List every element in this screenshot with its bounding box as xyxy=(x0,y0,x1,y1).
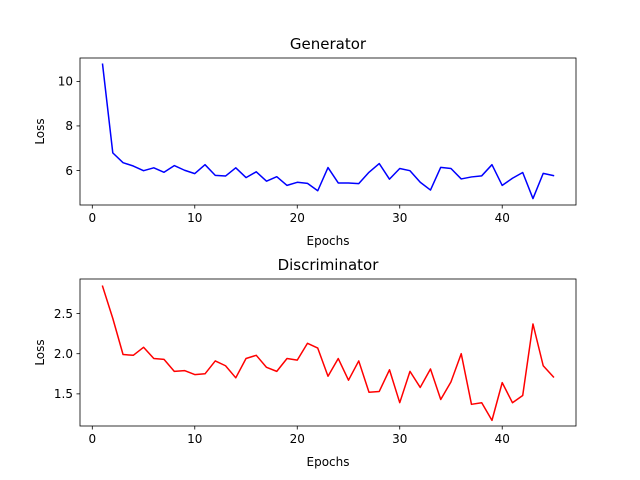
generator-y-axis-label: Loss xyxy=(33,118,47,144)
discriminator-x-tick-label: 40 xyxy=(495,432,510,446)
discriminator-x-tick-label: 20 xyxy=(290,432,305,446)
discriminator-title: Discriminator xyxy=(278,256,380,274)
generator-x-tick-label: 40 xyxy=(495,211,510,225)
generator-x-axis-label: Epochs xyxy=(307,234,350,248)
discriminator-x-axis-label: Epochs xyxy=(307,455,350,469)
generator-loss-line xyxy=(101,63,555,200)
generator-x-tick-label: 20 xyxy=(290,211,305,225)
discriminator-y-tick-label: 2.5 xyxy=(54,307,73,321)
discriminator-axes-frame xyxy=(79,278,577,427)
generator-x-tick-label: 0 xyxy=(88,211,96,225)
generator-y-tick-label: 8 xyxy=(65,119,73,133)
generator-panel: Generator 0 10 20 30 40 6 8 10 Epochs Loss xyxy=(33,35,577,248)
discriminator-y-axis-label: Loss xyxy=(33,339,47,365)
discriminator-x-tick-label: 0 xyxy=(88,432,96,446)
generator-x-tick-label: 10 xyxy=(187,211,202,225)
discriminator-y-tick-label: 1.5 xyxy=(54,387,73,401)
discriminator-panel: Discriminator 0 10 20 30 40 1.5 2.0 2.5 Epochs Los… xyxy=(33,256,577,469)
discriminator-y-tick-label: 2.0 xyxy=(54,347,73,361)
discriminator-loss-line xyxy=(101,285,555,422)
generator-y-tick-label: 6 xyxy=(65,164,73,178)
discriminator-x-tick-label: 30 xyxy=(392,432,407,446)
generator-y-tick-label: 10 xyxy=(58,75,73,89)
generator-title: Generator xyxy=(290,35,367,53)
generator-axes-frame xyxy=(79,57,577,206)
generator-x-tick-label: 30 xyxy=(392,211,407,225)
discriminator-x-tick-label: 10 xyxy=(187,432,202,446)
